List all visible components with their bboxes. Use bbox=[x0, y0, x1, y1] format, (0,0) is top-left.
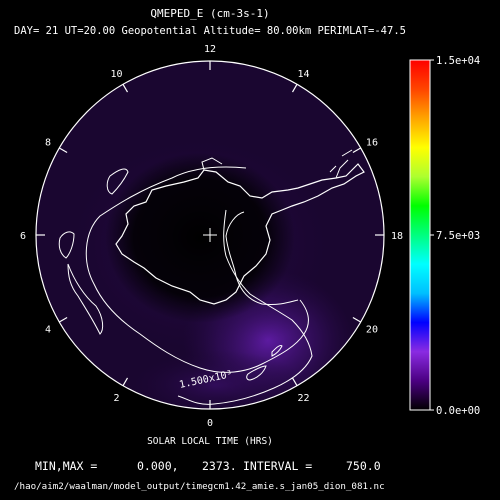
local-time-label: 18 bbox=[391, 231, 403, 242]
local-time-ticks: 0 2 4 6 8 10 12 14 16 18 20 22 bbox=[20, 44, 403, 429]
footer: MIN,MAX = 0.000, 2373. INTERVAL = 750.0 … bbox=[14, 459, 385, 492]
colorbar: 1.5e+04 7.5e+03 0.0e+00 bbox=[409, 55, 480, 417]
pole-marker bbox=[203, 228, 217, 242]
local-time-label: 16 bbox=[366, 138, 378, 149]
local-time-label: 22 bbox=[297, 393, 309, 404]
local-time-tick bbox=[122, 377, 129, 386]
interval-value: 750.0 bbox=[346, 459, 381, 473]
local-time-label: 10 bbox=[110, 69, 122, 80]
min-value: 0.000, bbox=[137, 459, 179, 473]
local-time-label: 8 bbox=[45, 138, 51, 149]
local-time-label: 14 bbox=[297, 69, 309, 80]
local-time-label: 2 bbox=[113, 393, 119, 404]
local-time-label: 6 bbox=[20, 231, 26, 242]
local-time-label: 0 bbox=[207, 418, 213, 429]
chart-title: QMEPED_E (cm-3s-1) bbox=[150, 7, 269, 20]
contour-line bbox=[106, 168, 129, 195]
contour-line bbox=[271, 345, 283, 357]
local-time-label: 12 bbox=[204, 44, 216, 55]
local-time-tick bbox=[352, 316, 361, 323]
local-time-tick bbox=[291, 84, 298, 93]
colorbar-tick-label: 0.0e+00 bbox=[436, 405, 480, 417]
polar-cap-hole bbox=[105, 153, 295, 323]
local-time-tick bbox=[291, 377, 298, 386]
continent-outline bbox=[115, 163, 365, 305]
local-time-tick bbox=[59, 147, 68, 154]
local-time-tick bbox=[59, 316, 68, 323]
coastline-detail bbox=[201, 149, 353, 179]
local-time-tick bbox=[122, 84, 129, 93]
local-time-label: 4 bbox=[45, 325, 51, 336]
interval-label: INTERVAL = bbox=[243, 459, 312, 473]
contour-line bbox=[246, 365, 267, 381]
contour-line bbox=[177, 209, 313, 405]
contour-line bbox=[58, 231, 75, 259]
contour-lines bbox=[58, 166, 313, 405]
colorbar-tick-label: 7.5e+03 bbox=[436, 230, 480, 242]
file-path: /hao/aim2/waalman/model_output/timegcm1.… bbox=[14, 481, 385, 492]
x-axis-label: SOLAR LOCAL TIME (HRS) bbox=[147, 436, 273, 447]
local-time-label: 20 bbox=[366, 325, 378, 336]
local-time-tick bbox=[352, 147, 361, 154]
colorbar-tick-label: 1.5e+04 bbox=[436, 55, 480, 67]
colorbar-ticks: 1.5e+04 7.5e+03 0.0e+00 bbox=[430, 55, 480, 417]
colorbar-scale bbox=[409, 59, 431, 411]
chart-subtitle: DAY= 21 UT=20.00 Geopotential Altitude= … bbox=[14, 25, 406, 37]
contour-line bbox=[85, 166, 309, 373]
max-value: 2373. bbox=[202, 459, 237, 473]
contour-line bbox=[67, 263, 104, 335]
minmax-label: MIN,MAX = bbox=[35, 459, 97, 473]
